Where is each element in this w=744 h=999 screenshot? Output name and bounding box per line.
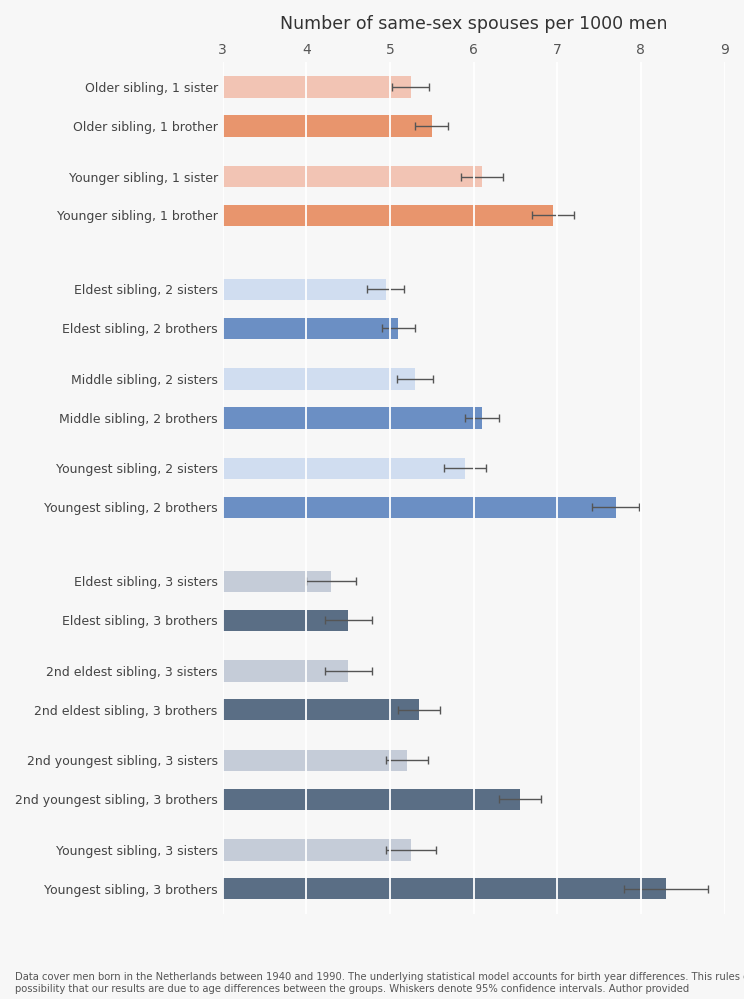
Bar [222, 115, 432, 137]
Bar [222, 497, 616, 518]
Bar [222, 839, 411, 860]
Bar [222, 205, 553, 226]
Bar [222, 788, 519, 810]
Bar [222, 458, 465, 480]
Bar [222, 660, 348, 681]
Title: Number of same-sex spouses per 1000 men: Number of same-sex spouses per 1000 men [280, 15, 667, 33]
Bar [222, 279, 385, 300]
Bar [222, 699, 419, 720]
Bar [222, 408, 482, 429]
Bar [222, 878, 666, 899]
Bar [222, 166, 482, 187]
Bar [222, 749, 407, 771]
Bar [222, 609, 348, 631]
Bar [222, 76, 411, 98]
Text: Data cover men born in the Netherlands between 1940 and 1990. The underlying sta: Data cover men born in the Netherlands b… [15, 972, 744, 994]
Bar [222, 369, 415, 390]
Bar [222, 318, 398, 339]
Bar [222, 570, 331, 592]
